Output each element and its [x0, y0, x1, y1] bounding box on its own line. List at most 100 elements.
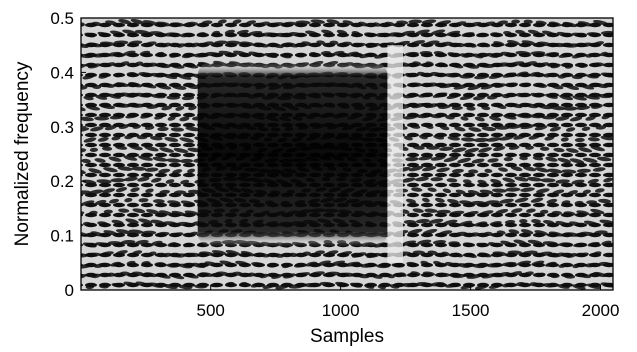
heatmap-texture-mark [98, 74, 109, 79]
heatmap-texture-mark [107, 51, 122, 57]
heatmap-texture-mark [103, 62, 116, 68]
heatmap-texture-mark [403, 135, 413, 141]
heatmap-texture-mark [256, 252, 270, 258]
heatmap-texture-mark [90, 126, 104, 132]
heatmap-texture-mark [586, 74, 599, 79]
heatmap-texture-mark [599, 51, 609, 57]
heatmap-texture-mark [596, 156, 612, 162]
heatmap-texture-mark [283, 273, 296, 279]
heatmap-texture-mark [430, 155, 446, 161]
heatmap-texture-mark [511, 208, 523, 213]
heatmap-texture-mark [199, 272, 214, 277]
heatmap-texture-mark [134, 61, 144, 66]
heatmap-texture-mark [603, 177, 613, 183]
heatmap-texture-mark [572, 263, 581, 269]
heatmap-texture-mark [436, 167, 450, 173]
heatmap-texture-mark [180, 32, 192, 38]
heatmap-texture-mark [403, 219, 417, 225]
heatmap-texture-mark [110, 261, 122, 267]
y-tick-label: 0 [65, 281, 74, 300]
heatmap-texture-mark [211, 250, 227, 256]
heatmap-texture-mark [150, 72, 164, 78]
heatmap-texture-mark [108, 198, 120, 204]
heatmap-texture-mark [174, 253, 187, 258]
heatmap-texture-mark [474, 284, 489, 290]
heatmap-texture-mark [100, 104, 116, 110]
heatmap-texture-mark [141, 82, 157, 89]
heatmap-texture-mark [310, 19, 325, 24]
heatmap-texture-mark [103, 230, 118, 236]
heatmap-texture-mark [531, 219, 541, 224]
heatmap-texture-mark [403, 93, 417, 99]
heatmap-texture-mark [531, 260, 545, 266]
heatmap-texture-mark [574, 200, 584, 206]
heatmap-texture-mark [501, 93, 511, 99]
heatmap-texture-mark [132, 271, 145, 276]
heatmap-texture-mark [600, 72, 613, 78]
heatmap-texture-mark [509, 61, 525, 66]
heatmap-texture-mark [107, 241, 123, 246]
heatmap-texture-mark [529, 114, 545, 119]
heatmap-texture-mark [523, 82, 532, 87]
heatmap-texture-mark [169, 53, 179, 58]
heatmap-texture-mark [430, 177, 443, 182]
heatmap-texture-mark [150, 136, 163, 141]
heatmap-texture-mark [507, 124, 523, 129]
heatmap-texture-mark [111, 219, 124, 225]
heatmap-texture-mark [123, 155, 138, 161]
heatmap-texture-mark [415, 29, 430, 35]
heatmap-texture-mark [471, 200, 486, 206]
heatmap-texture-mark [103, 167, 118, 173]
heatmap-texture-mark [164, 137, 179, 142]
heatmap-texture-mark [524, 103, 538, 109]
heatmap-texture-mark [83, 137, 97, 143]
heatmap-texture-mark [446, 93, 461, 99]
heatmap-texture-mark [443, 156, 459, 163]
heatmap-texture-mark [521, 40, 536, 46]
heatmap-texture-mark [142, 20, 158, 26]
heatmap-texture-mark [424, 82, 439, 87]
heatmap-texture-mark [486, 137, 502, 142]
heatmap-texture-mark [99, 284, 109, 289]
heatmap-texture-mark [552, 252, 566, 258]
heatmap-texture-mark [601, 240, 612, 246]
heatmap-texture-mark [494, 125, 510, 130]
heatmap-texture-mark [555, 220, 569, 227]
heatmap-texture-mark [561, 169, 577, 174]
heatmap-texture-mark [218, 50, 234, 56]
heatmap-texture-mark [447, 198, 459, 204]
heatmap-texture-mark [433, 260, 442, 266]
heatmap-texture-mark [441, 251, 450, 257]
heatmap-texture-mark [537, 272, 546, 277]
heatmap-texture-mark [425, 124, 434, 129]
heatmap-texture-mark [373, 242, 388, 248]
heatmap-texture-mark [542, 220, 555, 225]
heatmap-texture-mark [341, 41, 352, 46]
heatmap-texture-mark [522, 166, 537, 172]
heatmap-texture-mark [345, 51, 359, 57]
heatmap-texture-mark [532, 155, 544, 161]
heatmap-texture-mark [113, 73, 123, 78]
heatmap-texture-mark [115, 82, 129, 88]
heatmap-texture-mark [126, 71, 137, 77]
heatmap-texture-mark [180, 200, 195, 206]
heatmap-texture-mark [401, 240, 417, 246]
plot-frame [80, 17, 614, 291]
heatmap-texture-mark [419, 134, 428, 140]
heatmap-texture-mark [156, 273, 171, 279]
heatmap-texture-mark [417, 71, 428, 77]
heatmap-texture-mark [440, 41, 453, 46]
heatmap-texture-mark [81, 105, 86, 112]
heatmap-texture-mark [412, 61, 422, 66]
heatmap-texture-mark [495, 104, 507, 109]
heatmap-texture-mark [471, 158, 485, 164]
heatmap-texture-mark [561, 200, 571, 205]
heatmap-texture-mark [525, 145, 534, 150]
heatmap-texture-mark [444, 73, 458, 78]
heatmap-dark-block [197, 61, 388, 247]
x-axis: 500 1000 1500 2000 [196, 285, 619, 320]
heatmap-texture-mark [586, 283, 602, 290]
heatmap-texture-mark [158, 63, 172, 69]
heatmap-texture-mark [102, 188, 116, 194]
heatmap-texture-mark [188, 105, 197, 111]
